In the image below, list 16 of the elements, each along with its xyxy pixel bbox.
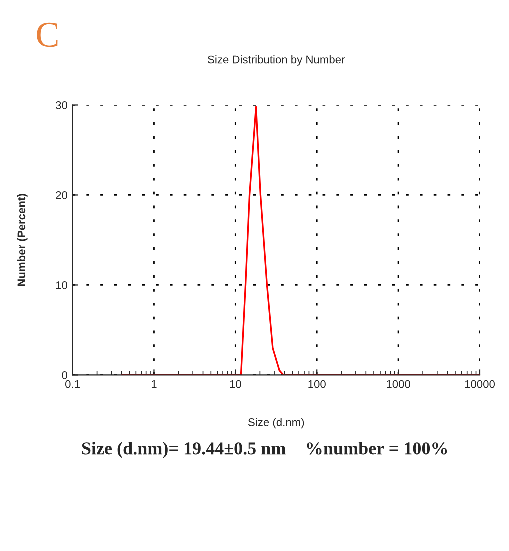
x-tick-label: 1000 — [387, 380, 410, 388]
y-tick-label: 20 — [56, 192, 68, 200]
y-tick-label: 30 — [56, 102, 68, 110]
y-tick-label: 0 — [62, 372, 68, 380]
x-tick-label: 0.1 — [66, 380, 80, 388]
x-tick-label: 100 — [308, 380, 326, 388]
text: Size (d.nm)= 19.44±0.5 nm — [82, 442, 286, 458]
x-tick-label: 10 — [230, 380, 242, 388]
x-axis-title: Size (d.nm) — [248, 418, 304, 429]
text: C — [37, 22, 58, 48]
x-tick-label: 1 — [152, 380, 157, 388]
chart-title: Size Distribution by Number — [208, 56, 346, 66]
text: %number = 100% — [307, 442, 448, 455]
x-tick-label: 10000 — [465, 380, 496, 388]
y-axis-title: Number (Percent) — [17, 194, 28, 286]
y-tick-label: 10 — [56, 282, 68, 290]
